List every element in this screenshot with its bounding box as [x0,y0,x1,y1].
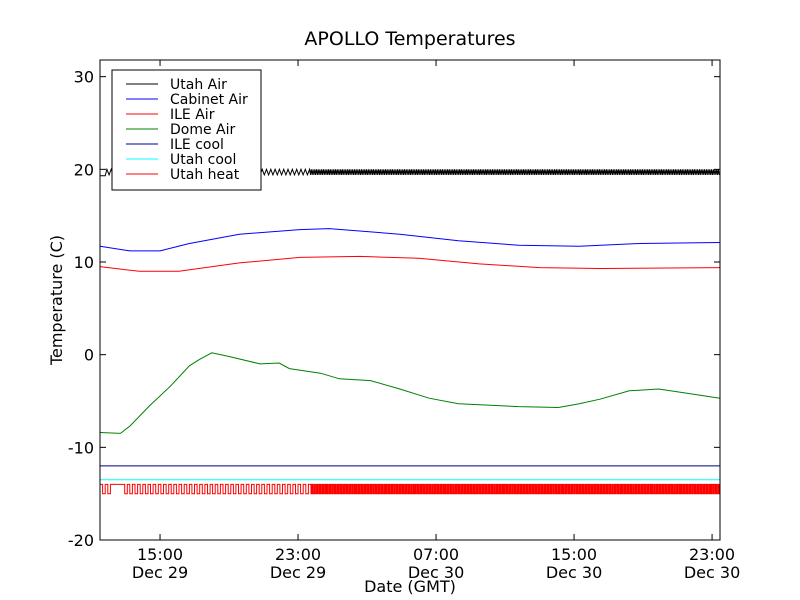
legend-label: Dome Air [170,122,236,138]
x-tick-date: Dec 30 [684,563,740,582]
series-line-ile-air [99,255,721,272]
series-line-utah-heat [100,483,721,495]
y-tick-label: 10 [74,253,94,272]
x-tick-date: Dec 29 [132,563,188,582]
x-tick-date: Dec 30 [408,563,464,582]
series-line-utah-air [100,167,720,177]
y-tick-label: 30 [74,68,94,87]
legend-box [111,69,262,191]
legend-label: Cabinet Air [170,92,248,108]
series-line-cabinet-air [99,228,721,252]
series-line-dome-air [99,352,721,434]
y-tick-label: -10 [68,438,94,457]
legend-label: Utah Air [170,77,227,93]
y-tick-label: 0 [84,346,94,365]
legend-label: Utah heat [170,167,240,183]
x-tick-time: 15:00 [551,545,597,564]
x-axis-label: Date (GMT) [364,577,456,596]
x-tick-time: 23:00 [689,545,735,564]
plot-frame [99,59,721,541]
legend-label: ILE Air [170,107,215,123]
y-tick-label: 20 [74,160,94,179]
y-tick-label: -20 [68,531,94,550]
x-tick-time: 23:00 [275,545,321,564]
x-tick-time: 15:00 [137,545,183,564]
legend-label: ILE cool [170,137,224,153]
series-group [99,167,721,495]
x-tick-date: Dec 30 [546,563,602,582]
chart-title: APOLLO Temperatures [304,28,515,50]
legend-label: Utah cool [170,152,236,168]
x-tick-time: 07:00 [413,545,459,564]
x-tick-date: Dec 29 [270,563,326,582]
y-axis-label: Temperature (C) [47,235,66,366]
